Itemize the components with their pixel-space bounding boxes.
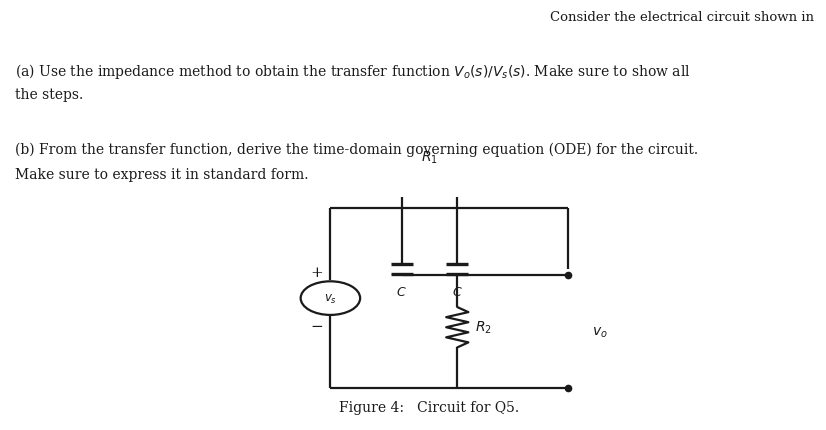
Text: +: +	[310, 266, 323, 280]
Text: $C$: $C$	[396, 286, 407, 298]
Text: Make sure to express it in standard form.: Make sure to express it in standard form…	[15, 168, 308, 181]
Text: $C$: $C$	[452, 286, 463, 298]
Text: $v_s$: $v_s$	[324, 292, 337, 305]
Text: $-$: $-$	[310, 317, 323, 331]
Text: Consider the electrical circuit shown in: Consider the electrical circuit shown in	[549, 11, 814, 24]
Text: the steps.: the steps.	[15, 88, 83, 102]
Text: Figure 4:   Circuit for Q5.: Figure 4: Circuit for Q5.	[339, 400, 520, 414]
Text: (a) Use the impedance method to obtain the transfer function $V_o(s)/V_s(s)$. Ma: (a) Use the impedance method to obtain t…	[15, 62, 691, 81]
Text: $R_2$: $R_2$	[475, 319, 492, 336]
Text: $R_1$: $R_1$	[421, 149, 438, 166]
Text: (b) From the transfer function, derive the time-domain governing equation (ODE) : (b) From the transfer function, derive t…	[15, 142, 698, 156]
Text: $v_o$: $v_o$	[592, 325, 608, 339]
